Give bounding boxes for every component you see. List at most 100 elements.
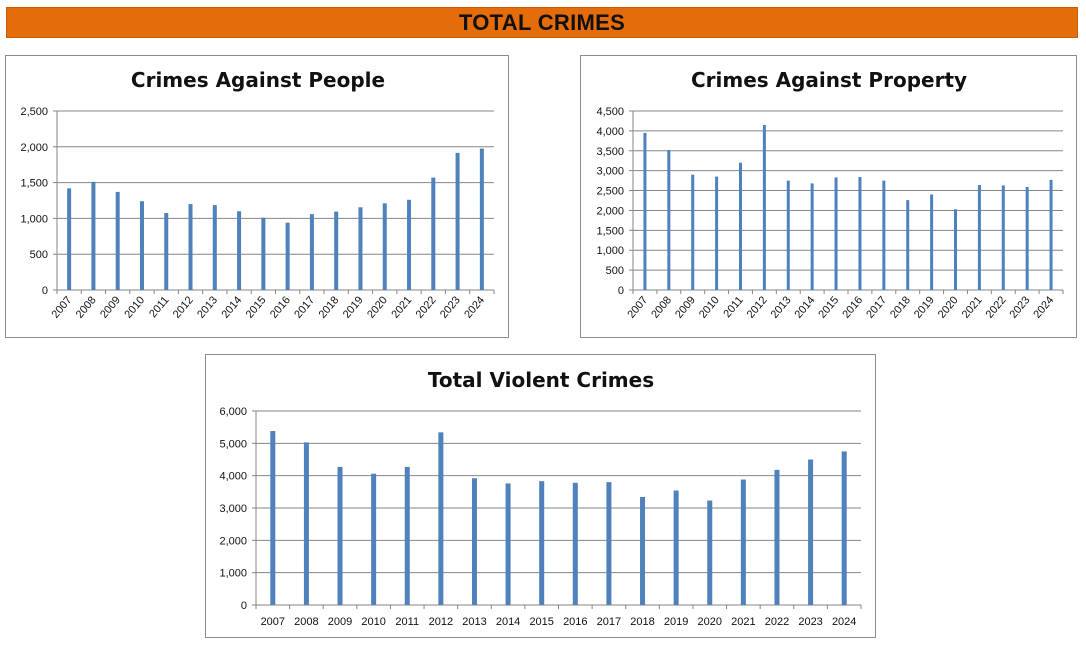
y-tick-label: 1,000 bbox=[596, 245, 624, 257]
bar-2008 bbox=[91, 181, 96, 290]
bar-2011 bbox=[739, 162, 742, 290]
bar-2017 bbox=[882, 180, 886, 290]
bar-2013 bbox=[786, 180, 790, 290]
y-tick-label: 1,000 bbox=[20, 213, 48, 225]
x-tick-label: 2015 bbox=[244, 294, 269, 320]
bar-2010 bbox=[139, 201, 144, 290]
y-tick-label: 1,500 bbox=[596, 225, 624, 237]
bar-2019 bbox=[358, 207, 363, 290]
x-tick-label: 2023 bbox=[438, 294, 463, 320]
bar-2012 bbox=[762, 124, 766, 290]
bar-2013 bbox=[212, 205, 217, 290]
bar-2011 bbox=[164, 213, 169, 290]
x-tick-label: 2009 bbox=[673, 294, 698, 320]
bar-2013 bbox=[471, 478, 477, 605]
bar-2009 bbox=[691, 174, 695, 290]
x-tick-label: 2011 bbox=[147, 294, 171, 320]
x-tick-label: 2008 bbox=[649, 294, 674, 320]
bar-2023 bbox=[455, 152, 460, 290]
x-tick-label: 2021 bbox=[960, 294, 985, 320]
x-tick-label: 2011 bbox=[721, 294, 745, 320]
x-tick-label: 2018 bbox=[630, 616, 654, 628]
y-tick-label: 4,000 bbox=[596, 126, 624, 138]
x-tick-label: 2022 bbox=[765, 616, 789, 628]
bar-2023 bbox=[808, 459, 814, 605]
bar-2021 bbox=[407, 199, 412, 290]
bar-2010 bbox=[371, 473, 377, 605]
x-tick-label: 2020 bbox=[365, 294, 390, 320]
x-tick-label: 2016 bbox=[563, 616, 587, 628]
x-tick-label: 2018 bbox=[888, 294, 913, 320]
x-tick-label: 2009 bbox=[98, 294, 123, 320]
bar-2021 bbox=[977, 184, 981, 290]
bar-2017 bbox=[606, 482, 612, 605]
bar-2020 bbox=[707, 500, 713, 605]
y-tick-label: 0 bbox=[618, 285, 624, 297]
chart-crimes-against-property: Crimes Against Property 0 500 1,000 1,500 2,0… bbox=[596, 68, 1064, 321]
x-tick-label: 2016 bbox=[840, 294, 865, 320]
x-tick-label: 2013 bbox=[462, 616, 486, 628]
y-tick-label: 4,000 bbox=[219, 471, 247, 483]
chart-title: Crimes Against People bbox=[131, 68, 385, 92]
x-tick-label: 2011 bbox=[395, 616, 419, 628]
x-tick-label: 2022 bbox=[414, 294, 439, 320]
bar-2019 bbox=[930, 194, 934, 290]
x-tick-label: 2012 bbox=[429, 616, 453, 628]
x-tick-label: 2007 bbox=[50, 294, 75, 320]
x-tick-label: 2019 bbox=[912, 294, 937, 320]
x-tick-label: 2014 bbox=[793, 294, 818, 320]
bar-2008 bbox=[303, 442, 309, 605]
x-tick-label: 2015 bbox=[529, 616, 553, 628]
bar-2024 bbox=[479, 148, 484, 290]
x-tick-label: 2008 bbox=[74, 294, 99, 320]
x-tick-label: 2018 bbox=[317, 294, 342, 320]
chart-title: Crimes Against Property bbox=[691, 68, 967, 92]
x-tick-label: 2017 bbox=[864, 294, 889, 320]
bar-2019 bbox=[673, 490, 679, 605]
bar-2018 bbox=[906, 200, 910, 290]
bar-2024 bbox=[1049, 179, 1053, 290]
x-tick-label: 2014 bbox=[219, 294, 244, 320]
y-tick-label: 0 bbox=[241, 600, 247, 612]
x-tick-label: 2019 bbox=[664, 616, 688, 628]
x-tick-label: 2024 bbox=[1031, 294, 1056, 320]
x-tick-label: 2007 bbox=[261, 616, 285, 628]
bar-2024 bbox=[841, 451, 847, 605]
y-tick-label: 2,000 bbox=[596, 205, 624, 217]
chart-panel-crimes-against-people: Crimes Against People 0 500 1,000 1,500 2,000… bbox=[5, 55, 509, 338]
x-tick-label: 2019 bbox=[341, 294, 366, 320]
bar-2020 bbox=[382, 203, 387, 290]
bar-2016 bbox=[572, 482, 578, 605]
bar-2012 bbox=[438, 432, 444, 605]
x-tick-label: 2012 bbox=[745, 294, 770, 320]
bar-2012 bbox=[188, 204, 193, 290]
y-tick-label: 5,000 bbox=[219, 438, 247, 450]
bar-2014 bbox=[810, 183, 814, 290]
y-tick-label: 500 bbox=[30, 249, 48, 261]
bar-2015 bbox=[834, 177, 838, 290]
x-tick-label: 2008 bbox=[294, 616, 318, 628]
x-tick-label: 2020 bbox=[936, 294, 961, 320]
bar-2016 bbox=[858, 177, 862, 290]
bar-2007 bbox=[67, 188, 72, 290]
x-tick-label: 2010 bbox=[697, 294, 722, 320]
y-tick-label: 0 bbox=[42, 285, 48, 297]
y-tick-label: 3,500 bbox=[596, 146, 624, 158]
bar-2007 bbox=[270, 431, 276, 605]
x-tick-label: 2012 bbox=[171, 294, 196, 320]
x-tick-label: 2017 bbox=[292, 294, 317, 320]
x-tick-label: 2020 bbox=[698, 616, 722, 628]
bar-2018 bbox=[334, 211, 339, 290]
y-tick-label: 3,000 bbox=[219, 503, 247, 515]
x-tick-label: 2023 bbox=[1008, 294, 1033, 320]
bar-2008 bbox=[667, 149, 671, 290]
y-tick-label: 1,500 bbox=[20, 178, 48, 190]
x-tick-label: 2013 bbox=[769, 294, 794, 320]
bar-2014 bbox=[505, 483, 511, 605]
bar-2016 bbox=[285, 222, 290, 290]
x-tick-label: 2021 bbox=[731, 616, 755, 628]
bar-2009 bbox=[337, 466, 343, 605]
chart-crimes-against-people: Crimes Against People 0 500 1,000 1,500 2,000… bbox=[20, 68, 495, 321]
bar-2021 bbox=[740, 479, 746, 605]
x-tick-label: 2015 bbox=[816, 294, 841, 320]
